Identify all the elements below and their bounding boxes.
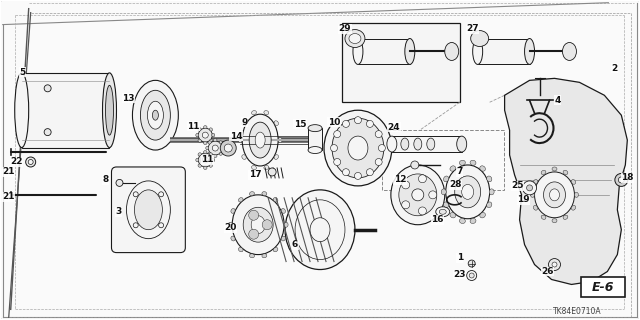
Ellipse shape bbox=[489, 189, 494, 195]
Text: 1: 1 bbox=[456, 253, 463, 262]
Text: 7: 7 bbox=[456, 167, 463, 176]
Ellipse shape bbox=[202, 157, 208, 163]
Ellipse shape bbox=[444, 202, 449, 208]
Circle shape bbox=[412, 189, 424, 201]
Ellipse shape bbox=[255, 132, 265, 148]
Ellipse shape bbox=[209, 128, 212, 131]
Bar bbox=[581, 277, 625, 297]
Circle shape bbox=[133, 192, 138, 197]
Text: 21: 21 bbox=[3, 167, 15, 176]
Text: 6: 6 bbox=[292, 240, 298, 249]
Ellipse shape bbox=[232, 195, 284, 255]
Ellipse shape bbox=[198, 164, 201, 167]
Ellipse shape bbox=[534, 172, 575, 218]
Ellipse shape bbox=[308, 147, 322, 154]
Ellipse shape bbox=[473, 38, 483, 64]
Ellipse shape bbox=[264, 111, 269, 115]
Ellipse shape bbox=[208, 141, 211, 144]
Ellipse shape bbox=[441, 189, 446, 195]
Ellipse shape bbox=[198, 153, 212, 167]
Ellipse shape bbox=[262, 192, 267, 196]
Ellipse shape bbox=[450, 166, 456, 171]
Text: 15: 15 bbox=[294, 120, 307, 129]
Ellipse shape bbox=[273, 198, 278, 202]
Ellipse shape bbox=[243, 207, 273, 242]
Ellipse shape bbox=[533, 205, 538, 210]
Ellipse shape bbox=[212, 133, 215, 137]
Text: 19: 19 bbox=[517, 195, 530, 204]
Ellipse shape bbox=[533, 180, 538, 184]
Ellipse shape bbox=[274, 155, 278, 159]
Ellipse shape bbox=[278, 138, 282, 143]
Ellipse shape bbox=[572, 180, 575, 184]
Circle shape bbox=[355, 117, 362, 124]
Ellipse shape bbox=[249, 122, 271, 158]
Ellipse shape bbox=[541, 215, 546, 220]
Circle shape bbox=[333, 131, 340, 138]
Text: 29: 29 bbox=[339, 24, 351, 33]
Text: 20: 20 bbox=[224, 223, 236, 232]
Ellipse shape bbox=[480, 166, 485, 171]
Ellipse shape bbox=[224, 144, 232, 152]
Circle shape bbox=[249, 229, 259, 239]
Ellipse shape bbox=[450, 212, 456, 218]
Text: 12: 12 bbox=[394, 175, 406, 184]
Ellipse shape bbox=[242, 121, 246, 125]
Ellipse shape bbox=[391, 165, 445, 225]
Text: 9: 9 bbox=[241, 118, 248, 127]
Ellipse shape bbox=[106, 85, 113, 135]
Circle shape bbox=[429, 191, 436, 199]
Circle shape bbox=[44, 85, 51, 92]
Ellipse shape bbox=[242, 114, 278, 166]
Circle shape bbox=[467, 270, 477, 280]
Ellipse shape bbox=[204, 126, 207, 129]
Ellipse shape bbox=[461, 184, 474, 199]
Ellipse shape bbox=[572, 205, 575, 210]
Ellipse shape bbox=[239, 198, 243, 202]
Bar bbox=[308, 128, 322, 150]
Ellipse shape bbox=[274, 121, 278, 125]
Ellipse shape bbox=[134, 190, 163, 230]
Text: 24: 24 bbox=[388, 123, 400, 132]
Ellipse shape bbox=[220, 140, 236, 156]
Text: 16: 16 bbox=[431, 215, 444, 224]
Ellipse shape bbox=[531, 192, 534, 197]
Ellipse shape bbox=[460, 160, 465, 165]
Ellipse shape bbox=[310, 218, 330, 242]
Ellipse shape bbox=[543, 182, 566, 208]
Ellipse shape bbox=[563, 43, 577, 60]
Ellipse shape bbox=[242, 155, 246, 159]
Ellipse shape bbox=[264, 165, 269, 170]
Ellipse shape bbox=[15, 73, 29, 148]
Ellipse shape bbox=[209, 139, 212, 142]
Ellipse shape bbox=[252, 111, 257, 115]
Ellipse shape bbox=[486, 202, 492, 208]
Ellipse shape bbox=[202, 132, 208, 138]
Circle shape bbox=[133, 223, 138, 228]
Circle shape bbox=[469, 273, 474, 278]
Text: 8: 8 bbox=[102, 175, 109, 184]
Circle shape bbox=[159, 223, 164, 228]
Circle shape bbox=[419, 207, 426, 215]
Polygon shape bbox=[504, 78, 627, 284]
Text: 28: 28 bbox=[449, 180, 462, 189]
Circle shape bbox=[527, 185, 532, 191]
Ellipse shape bbox=[214, 139, 217, 141]
Text: 25: 25 bbox=[511, 181, 524, 190]
Circle shape bbox=[342, 169, 349, 176]
Ellipse shape bbox=[387, 136, 397, 152]
Bar bbox=[477, 38, 529, 64]
Ellipse shape bbox=[563, 170, 568, 174]
Ellipse shape bbox=[455, 176, 481, 208]
Ellipse shape bbox=[349, 34, 361, 44]
Ellipse shape bbox=[250, 192, 255, 196]
Circle shape bbox=[249, 210, 259, 220]
Ellipse shape bbox=[132, 80, 179, 150]
Ellipse shape bbox=[552, 167, 557, 171]
Text: 11: 11 bbox=[201, 156, 214, 164]
Circle shape bbox=[378, 145, 385, 152]
Ellipse shape bbox=[444, 176, 449, 182]
Ellipse shape bbox=[231, 236, 235, 241]
Ellipse shape bbox=[198, 128, 201, 131]
